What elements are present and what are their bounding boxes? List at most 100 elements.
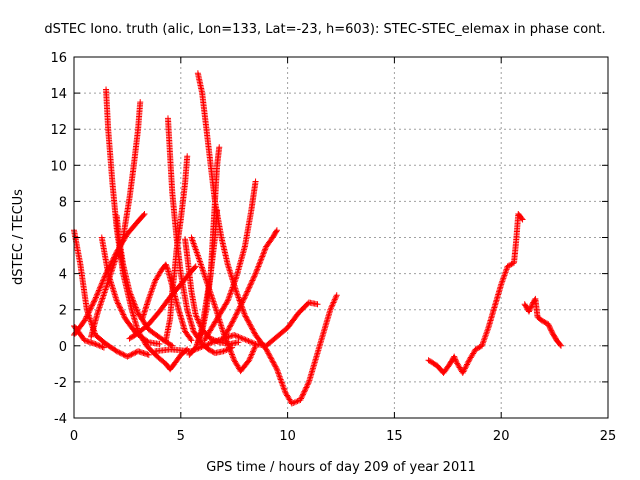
data-point: [169, 342, 176, 349]
data-point: [201, 273, 208, 280]
data-point: [224, 297, 231, 304]
data-point: [329, 302, 336, 309]
data-point: [303, 383, 310, 390]
data-point: [226, 324, 233, 331]
data-point: [333, 292, 340, 299]
data-point: [243, 289, 250, 296]
data-point: [250, 274, 257, 281]
data-point: [86, 315, 93, 322]
data-point: [473, 345, 480, 352]
data-point: [130, 298, 137, 305]
data-point: [230, 354, 237, 361]
data-point: [302, 387, 309, 394]
data-point: [224, 298, 231, 305]
data-point: [194, 315, 201, 322]
data-point: [127, 290, 134, 297]
data-point: [239, 298, 246, 305]
data-point: [242, 292, 249, 299]
data-point: [232, 275, 239, 282]
x-tick-label: 5: [177, 429, 185, 444]
data-point: [241, 310, 248, 317]
data-point: [201, 271, 208, 278]
series-arc-17: [201, 178, 259, 344]
data-point: [235, 307, 242, 314]
data-point: [195, 254, 202, 261]
data-point: [117, 304, 124, 311]
series-arc-11: [126, 263, 199, 342]
data-point: [246, 284, 253, 291]
data-point: [504, 263, 511, 270]
data-point: [253, 267, 260, 274]
data-point: [237, 303, 244, 310]
data-point: [197, 344, 204, 351]
data-point: [99, 296, 106, 303]
data-point: [263, 347, 270, 354]
series-arc-12: [194, 70, 340, 407]
y-tick-label: -4: [54, 412, 67, 427]
data-point: [268, 355, 275, 362]
data-point: [207, 335, 214, 342]
data-point: [271, 360, 278, 367]
data-point: [314, 301, 321, 308]
data-point: [276, 373, 283, 380]
data-point: [84, 312, 91, 319]
series-arc-18: [220, 227, 280, 342]
data-point: [125, 352, 132, 359]
data-point: [164, 265, 171, 272]
data-point: [131, 350, 138, 357]
data-point: [266, 351, 273, 358]
data-point: [242, 313, 249, 320]
data-point: [115, 348, 122, 355]
y-tick-label: 2: [59, 304, 67, 319]
data-point: [118, 308, 125, 315]
data-point: [116, 349, 123, 356]
data-point: [273, 227, 280, 234]
data-point: [540, 318, 547, 325]
data-point: [194, 345, 201, 352]
data-point: [327, 306, 334, 313]
data-point: [252, 270, 259, 277]
data-point: [271, 362, 278, 369]
data-point: [134, 308, 141, 315]
data-point: [231, 315, 238, 322]
data-point: [196, 335, 203, 342]
x-tick-label: 0: [70, 429, 78, 444]
data-point: [228, 351, 235, 358]
data-point: [87, 306, 94, 313]
data-point: [254, 266, 261, 273]
data-point: [227, 290, 234, 297]
data-point: [240, 309, 247, 316]
data-point: [518, 215, 525, 222]
data-point: [97, 284, 104, 291]
data-point: [233, 311, 240, 318]
data-point: [82, 316, 89, 323]
data-point: [260, 249, 267, 256]
data-point: [86, 308, 93, 315]
data-point: [112, 347, 119, 354]
data-point: [304, 381, 311, 388]
data-point: [257, 259, 264, 266]
data-point: [121, 352, 128, 359]
data-point: [117, 306, 124, 313]
data-point: [187, 336, 194, 343]
data-point: [99, 295, 106, 302]
data-point: [558, 342, 565, 349]
data-point: [244, 337, 251, 344]
data-point: [156, 340, 163, 347]
data-point: [83, 313, 90, 320]
data-point: [95, 342, 102, 349]
data-point: [194, 252, 201, 259]
data-point: [548, 327, 555, 334]
data-point: [199, 343, 206, 350]
data-point: [234, 293, 241, 300]
data-point: [459, 369, 466, 376]
data-point: [195, 319, 202, 326]
data-points: [71, 70, 565, 407]
data-point: [225, 341, 232, 348]
data-point: [230, 281, 237, 288]
data-point: [98, 343, 105, 350]
data-point: [209, 297, 216, 304]
data-point: [278, 377, 285, 384]
data-point: [300, 391, 307, 398]
